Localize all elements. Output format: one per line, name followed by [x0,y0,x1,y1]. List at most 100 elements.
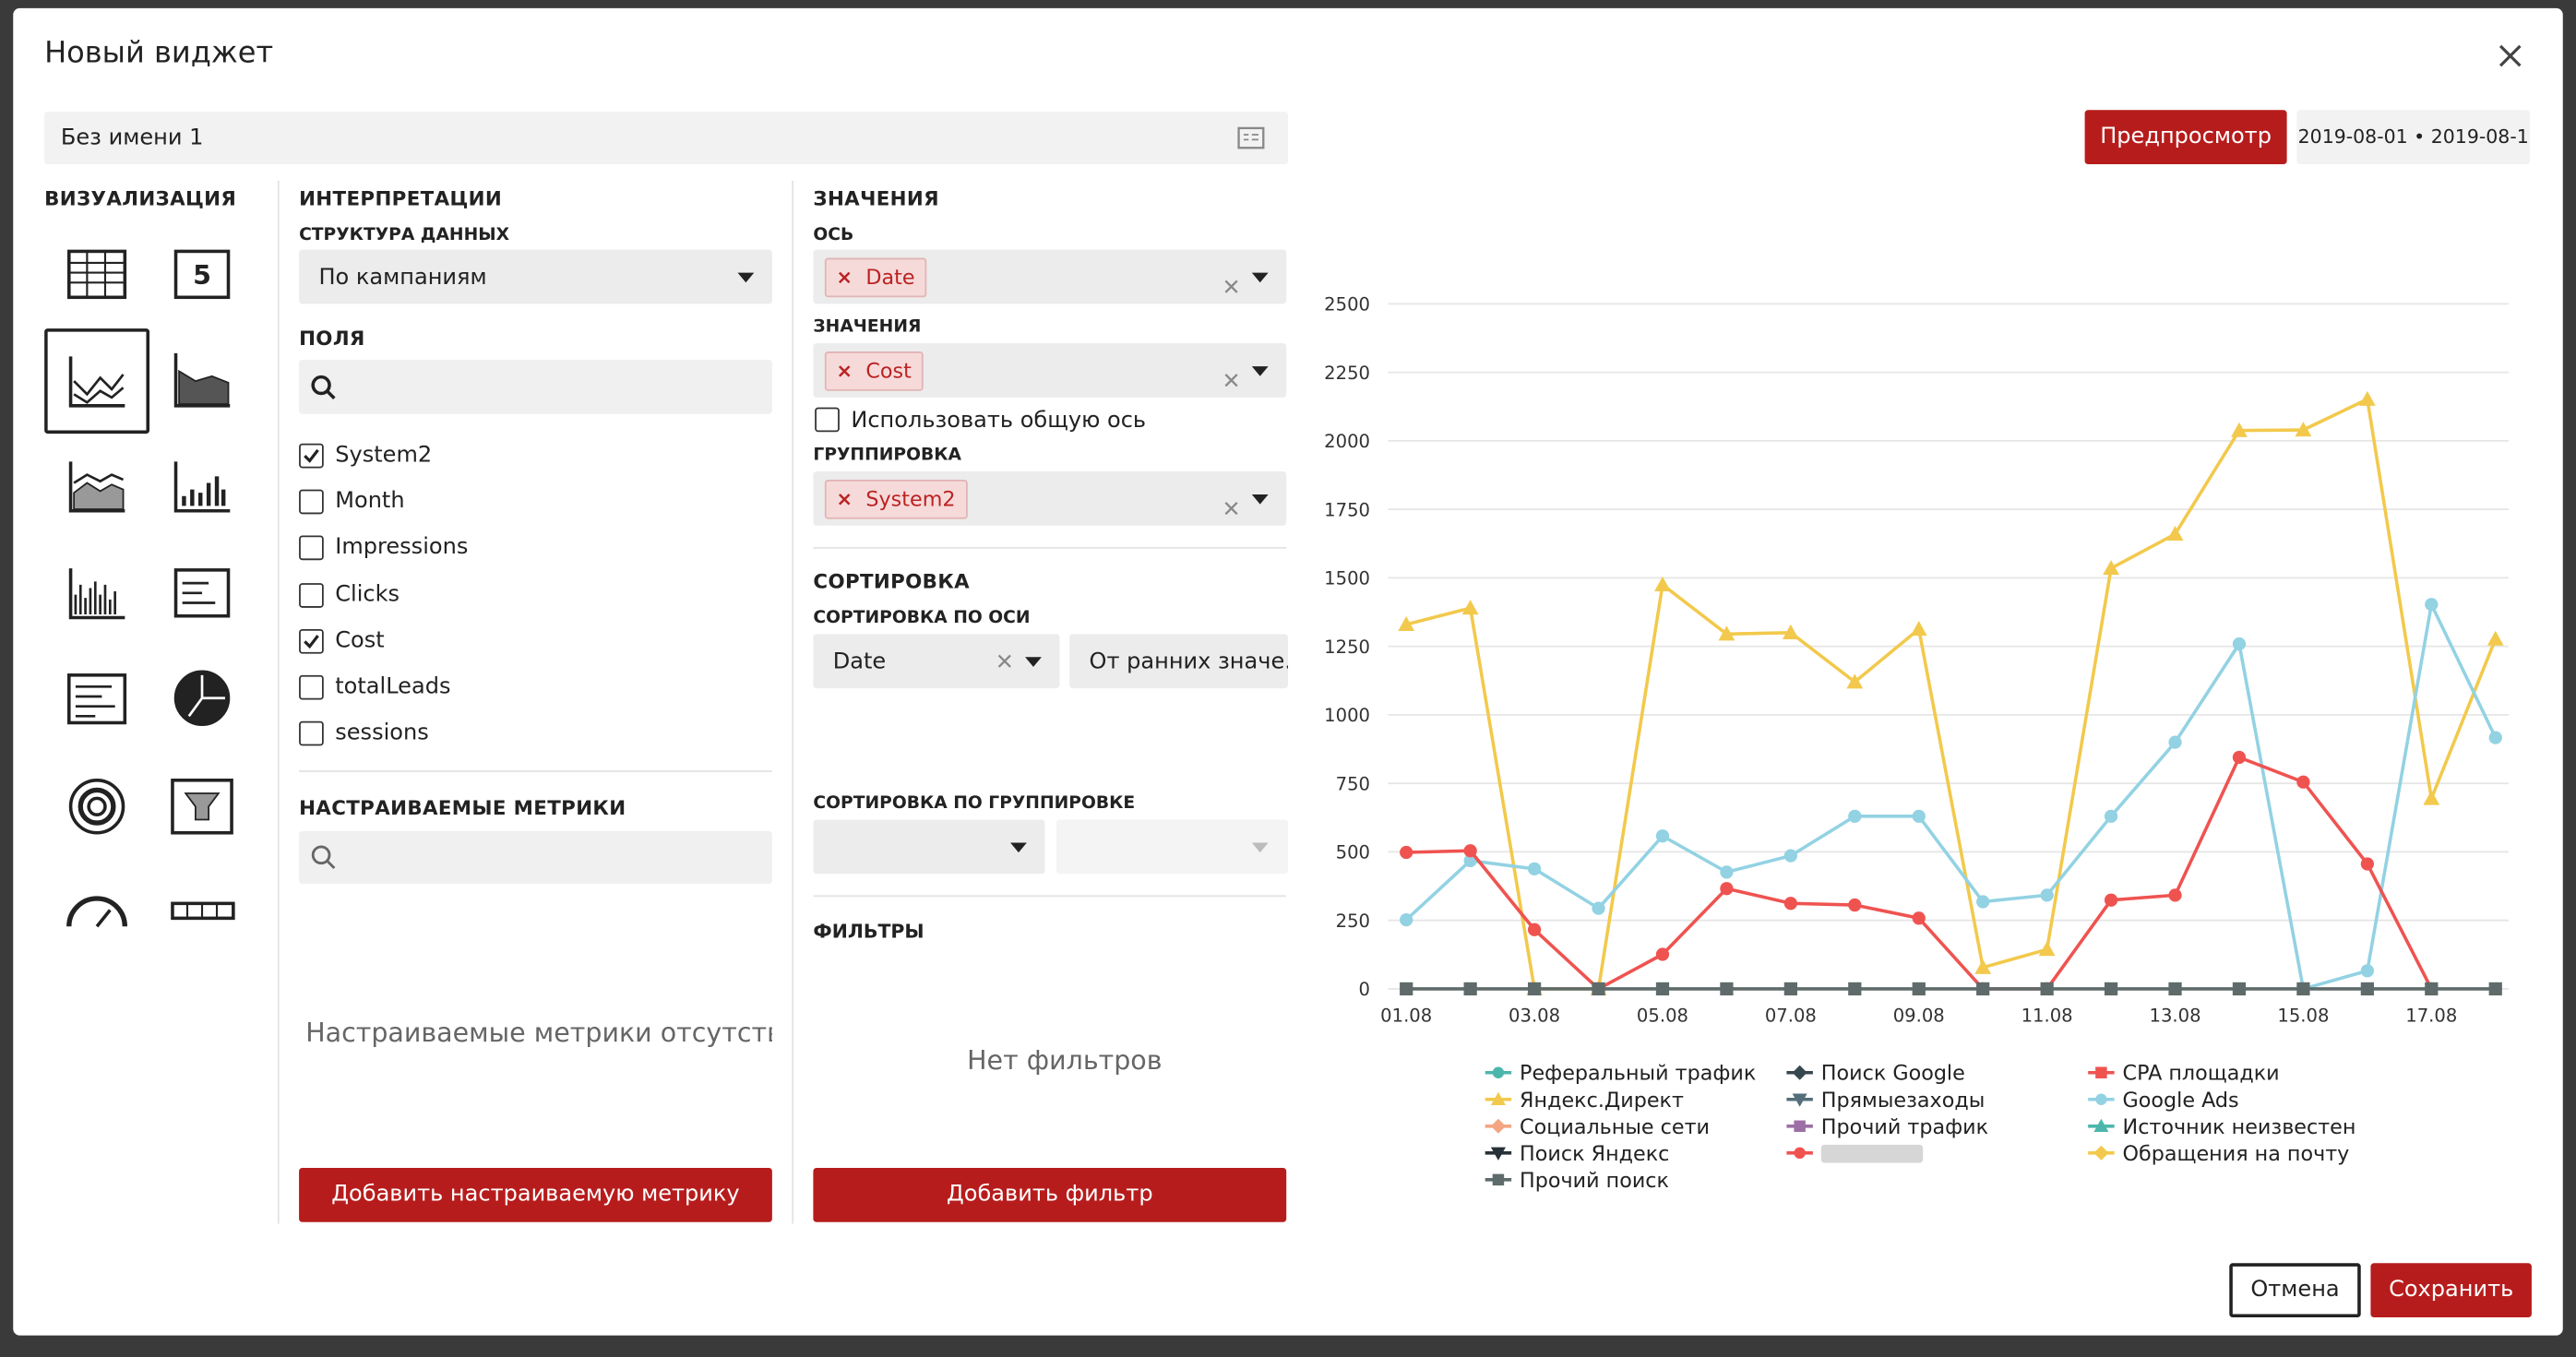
input-icon [1237,126,1265,149]
caret [1251,366,1269,376]
dropdown[interactable] [813,634,1060,689]
point [2425,598,2439,612]
y-tick-label: 750 [1336,773,1370,794]
checkbox[interactable] [299,721,324,746]
checkbox[interactable] [815,407,840,433]
name-input[interactable] [44,112,1288,165]
tag-remove[interactable] [838,271,851,284]
section-heading: ЗНАЧЕНИЯ [813,186,939,210]
separator [813,895,1287,898]
point [1912,982,1926,996]
point [1974,958,1992,974]
field-name: Month [335,488,405,515]
clear-icon[interactable] [1224,363,1239,387]
search-input[interactable] [299,830,772,884]
dropdown-value: По кампаниям [318,264,487,292]
dropdown[interactable] [813,819,1045,875]
visualization-icons: 5 [44,249,235,928]
caret [737,272,755,283]
legend-label: Поиск Яндекс [1520,1142,1669,1166]
checkbox[interactable] [299,536,324,561]
legend-marker [2095,1066,2107,1078]
legend-marker [1492,1173,1505,1186]
series-line [1405,397,2498,991]
clear-icon[interactable] [1224,491,1239,516]
legend-label: Источник неизвестен [2123,1115,2356,1139]
y-tick-label: 1250 [1324,637,1370,658]
section-heading: НАСТРАИВАЕМЫЕ МЕТРИКИ [299,796,626,820]
checkbox[interactable] [299,443,324,469]
field-name: totalLeads [335,673,451,700]
point [2295,422,2312,437]
save-button[interactable]: Сохранить [2370,1263,2532,1318]
dropdown[interactable] [1069,634,1288,689]
x-tick-label: 03.08 [1509,1006,1560,1027]
point [2360,982,2374,996]
point [1848,898,1862,912]
dropdown-value: Date [832,649,887,675]
point [1400,845,1413,860]
point [2360,857,2374,871]
checkbox[interactable] [299,674,324,700]
point [1655,947,1670,961]
point [2104,893,2118,907]
tag[interactable]: Cost [824,351,924,391]
point [2232,750,2247,765]
point [2358,390,2376,406]
checkbox[interactable] [299,628,324,654]
close-button[interactable] [2498,44,2522,67]
point [1912,809,1926,823]
tag-remove[interactable] [838,493,851,506]
point [2104,982,2118,996]
field-label: ГРУППИРОВКА [813,445,961,465]
tag[interactable]: Date [824,257,927,298]
tag[interactable]: System2 [824,479,968,519]
point [1782,624,1799,639]
field-label: ЗНАЧЕНИЯ [813,316,922,338]
legend-label-hidden [1820,1144,1924,1163]
y-tick-label: 1000 [1324,705,1370,726]
legend-label: CPA площадки [2123,1062,2280,1086]
legend-label: Обращения на почту [2123,1142,2350,1166]
y-tick-label: 2250 [1324,363,1370,384]
point [1976,895,1990,909]
point [1783,897,1797,911]
section-heading: СОРТИРОВКА [813,569,971,593]
tag-remove[interactable] [838,364,851,377]
point [1463,982,1477,996]
clear-icon[interactable] [1224,269,1239,293]
point [1400,912,1413,927]
y-tick-label: 250 [1336,911,1370,932]
cancel-button[interactable]: Отмена [2229,1263,2361,1318]
legend-label: Социальные сети [1520,1115,1710,1139]
add-metric-button[interactable]: Добавить настраиваемую метрику [299,1168,772,1222]
clear-icon[interactable] [997,654,1012,669]
point [1720,865,1734,879]
section-heading: ПОЛЯ [299,327,365,351]
point [2168,982,2182,996]
y-tick-label: 1500 [1324,568,1370,589]
point [2040,888,2054,902]
preview-button[interactable]: Предпросмотр [2084,110,2287,165]
date-range[interactable]: 2019-08-01 • 2019-08-1 [2296,110,2531,165]
dropdown[interactable] [299,249,772,304]
point [1848,982,1862,996]
search-input[interactable] [299,359,772,414]
section-heading: ИНТЕРПРЕТАЦИИ [299,186,503,210]
legend-marker [1490,1118,1506,1134]
point [1720,982,1734,996]
y-tick-label: 1750 [1324,499,1370,520]
point [2488,982,2502,996]
caret [1251,494,1269,505]
checkbox[interactable] [299,582,324,608]
name-input-text: Без имени 1 [60,125,204,151]
point [1398,616,1415,632]
point [2040,982,2054,996]
add-filter-button[interactable]: Добавить фильтр [813,1168,1287,1222]
legend-marker [1792,1065,1807,1080]
point [1720,882,1734,896]
point [1848,809,1862,823]
checkbox[interactable] [299,489,324,515]
point [2231,422,2248,437]
